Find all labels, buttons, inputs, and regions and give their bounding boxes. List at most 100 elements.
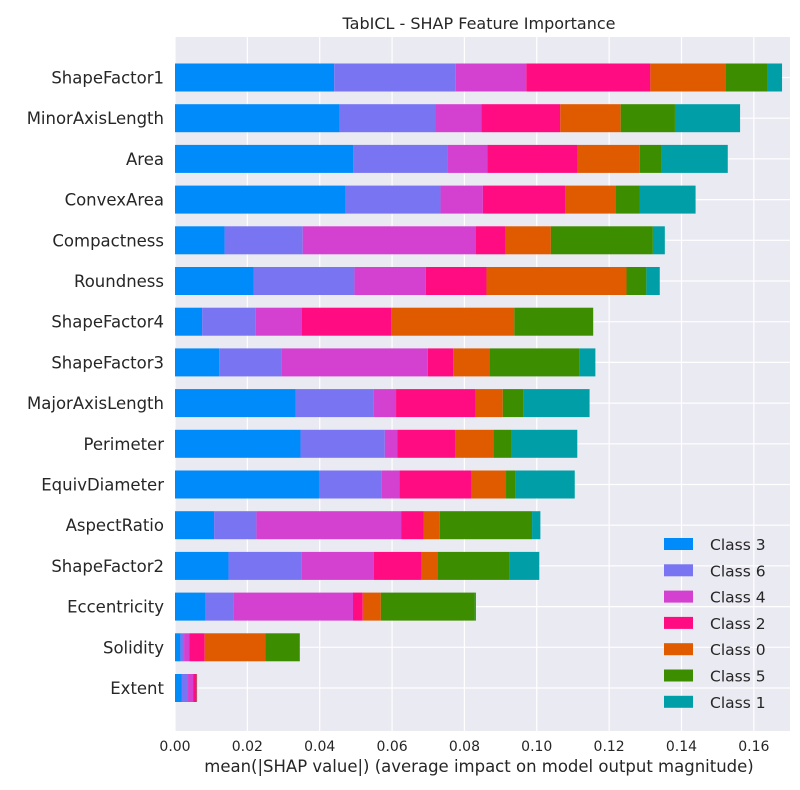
y-tick-label: Eccentricity: [67, 598, 164, 617]
bar-segment: [502, 389, 524, 418]
y-tick-label: Compactness: [52, 231, 164, 250]
bar-segment: [646, 267, 660, 295]
bar-segment: [175, 307, 203, 336]
bar-segment: [345, 185, 441, 214]
bar-segment: [626, 267, 647, 295]
legend: Class 3 Class 6 Class 4 Class 2 Class 0 Class…: [664, 536, 766, 712]
y-tick-label: ShapeFactor3: [51, 353, 164, 372]
bar-segment: [339, 104, 436, 133]
bar-segment: [471, 470, 507, 499]
bar-segment: [175, 348, 220, 377]
bar-segment: [256, 511, 402, 540]
bar-segment: [399, 470, 472, 499]
bar-segment: [205, 592, 234, 621]
plot-background: [175, 37, 790, 731]
bar-segment: [175, 144, 354, 173]
bar-segment: [175, 470, 319, 499]
x-tick-label: 0.14: [666, 739, 697, 755]
bar-segment: [300, 429, 385, 458]
y-tick-label: EquivDiameter: [41, 476, 164, 495]
bar-segment: [652, 226, 665, 255]
legend-label: Class 3: [710, 536, 766, 554]
bar-segment: [487, 144, 578, 173]
bar-segment: [650, 63, 726, 92]
bar-segment: [334, 63, 456, 92]
bar-segment: [253, 267, 355, 295]
bar-segment: [396, 389, 476, 418]
bar-segment: [193, 674, 197, 702]
bar-segment: [175, 185, 346, 214]
x-tick-label: 0.02: [232, 739, 263, 755]
bar-segment: [233, 592, 353, 621]
x-tick-label: 0.12: [594, 739, 625, 755]
bar-segment: [506, 470, 516, 499]
bar-segment: [175, 104, 340, 133]
bar-segment: [228, 551, 302, 580]
bar-segment: [455, 429, 494, 458]
y-tick-label: ShapeFactor2: [51, 557, 164, 576]
bar-segment: [373, 389, 397, 418]
bar-segment: [352, 592, 363, 621]
legend-label: Class 0: [710, 641, 766, 659]
bar-segment: [577, 144, 640, 173]
bar-segment: [397, 429, 456, 458]
bar-segment: [184, 633, 190, 662]
bar-segment: [181, 674, 189, 702]
x-tick-label: 0.04: [304, 739, 335, 755]
bar-segment: [265, 633, 300, 662]
y-tick-label: AspectRatio: [66, 516, 164, 535]
x-tick-label: 0.16: [738, 739, 769, 755]
bars-group: [175, 63, 783, 702]
bar-segment: [175, 389, 296, 418]
bar-segment: [381, 470, 400, 499]
bar-segment: [453, 348, 490, 377]
x-axis-label: mean(|SHAP value|) (average impact on mo…: [204, 757, 754, 776]
bar-segment: [384, 429, 398, 458]
bar-segment: [219, 348, 282, 377]
bar-segment: [565, 185, 616, 214]
y-tick-label: Perimeter: [83, 435, 164, 454]
x-tick-label: 0.06: [376, 739, 407, 755]
y-tick-label: MajorAxisLength: [27, 394, 164, 413]
bar-segment: [189, 633, 205, 662]
x-tick-labels: 0.00 0.02 0.04 0.06 0.08 0.10 0.12 0.14 0.16: [159, 739, 769, 755]
bar-segment: [437, 551, 510, 580]
bar-segment: [489, 348, 580, 377]
bar-segment: [175, 592, 206, 621]
bar-segment: [661, 144, 728, 173]
bar-segment: [481, 104, 561, 133]
x-tick-label: 0.10: [521, 739, 552, 755]
bar-segment: [224, 226, 303, 255]
bar-segment: [423, 511, 440, 540]
legend-swatch: [664, 616, 693, 629]
legend-label: Class 4: [710, 589, 766, 607]
bar-segment: [373, 551, 421, 580]
bar-segment: [579, 348, 596, 377]
bar-segment: [281, 348, 428, 377]
bar-segment: [188, 674, 194, 702]
bar-segment: [639, 144, 662, 173]
bar-segment: [514, 307, 594, 336]
legend-swatch: [664, 564, 693, 577]
bar-segment: [175, 267, 254, 295]
bar-segment: [175, 226, 225, 255]
legend-label: Class 2: [710, 615, 766, 633]
y-tick-label: Roundness: [74, 272, 164, 291]
bar-segment: [475, 389, 503, 418]
legend-swatch: [664, 590, 693, 603]
legend-swatch: [664, 695, 693, 708]
legend-label: Class 1: [710, 694, 766, 712]
bar-segment: [474, 592, 476, 621]
bar-segment: [295, 389, 374, 418]
chart-title: TabICL - SHAP Feature Importance: [342, 14, 616, 33]
bar-segment: [486, 267, 627, 295]
bar-segment: [455, 63, 527, 92]
x-tick-label: 0.00: [159, 739, 190, 755]
bar-segment: [674, 104, 741, 133]
bar-segment: [362, 592, 381, 621]
legend-label: Class 5: [710, 668, 766, 686]
bar-segment: [204, 633, 266, 662]
bar-segment: [493, 429, 512, 458]
y-tick-label: MinorAxisLength: [27, 109, 164, 128]
bar-segment: [447, 144, 488, 173]
